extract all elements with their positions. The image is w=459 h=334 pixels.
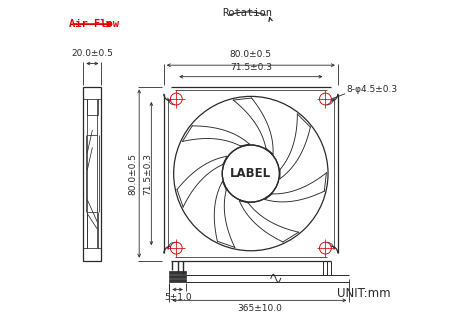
Text: UNIT:mm: UNIT:mm [337, 287, 391, 300]
Text: LABEL: LABEL [230, 167, 271, 180]
Bar [169, 272, 186, 275]
Text: Rotation: Rotation [223, 8, 273, 18]
Bar [169, 279, 186, 282]
Text: 365±10.0: 365±10.0 [237, 304, 282, 313]
Text: Air Flow: Air Flow [68, 19, 118, 29]
Text: 20.0±0.5: 20.0±0.5 [72, 49, 113, 58]
Bar [169, 276, 186, 278]
Text: 71.5±0.3: 71.5±0.3 [230, 63, 272, 72]
Text: 80.0±0.5: 80.0±0.5 [230, 50, 272, 59]
Text: 71.5±0.3: 71.5±0.3 [143, 153, 152, 195]
Text: 80.0±0.5: 80.0±0.5 [129, 153, 138, 195]
Text: 8-φ4.5±0.3: 8-φ4.5±0.3 [346, 85, 397, 94]
Bar [84, 87, 101, 261]
Text: 5±1.0: 5±1.0 [164, 294, 191, 303]
